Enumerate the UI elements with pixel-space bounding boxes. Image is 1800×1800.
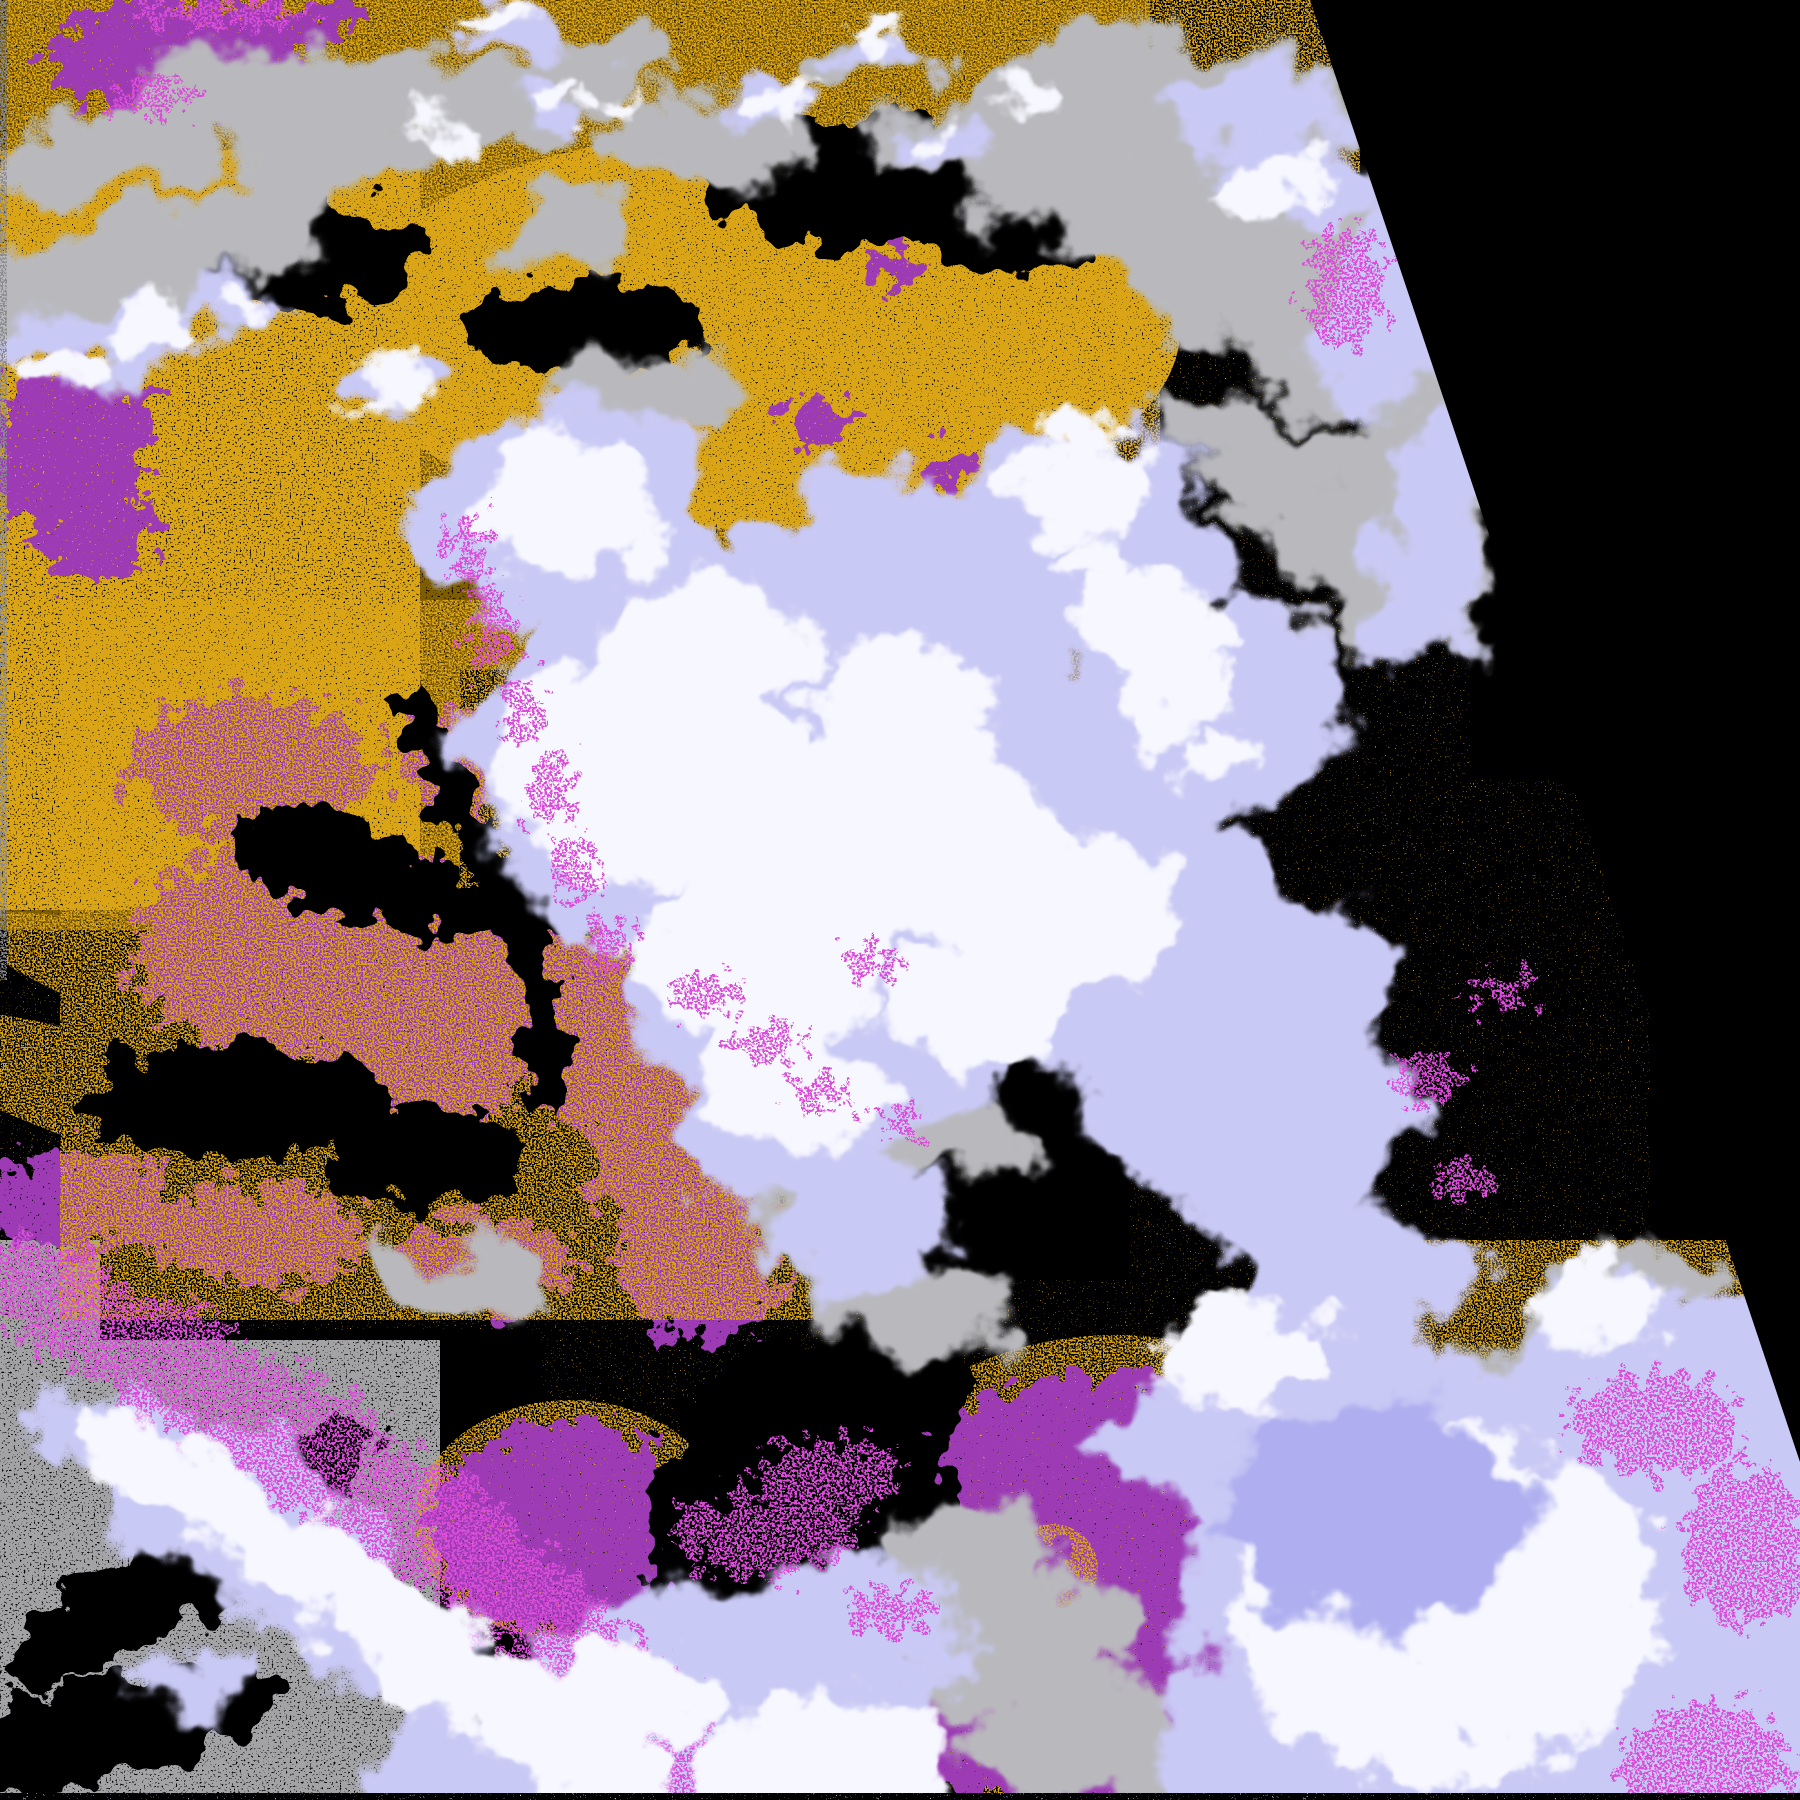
gray-cloud	[493, 196, 637, 268]
cloud-tongue	[770, 1170, 950, 1290]
magenta-strip	[130, 0, 320, 26]
black-patch	[470, 280, 710, 380]
magenta-speck	[876, 1107, 928, 1137]
cumulus	[598, 85, 646, 115]
swirl-inner-layer	[1230, 1400, 1530, 1630]
cumulus	[1113, 669, 1217, 741]
fringe-speck	[472, 585, 512, 665]
gray-streak	[211, 36, 449, 154]
gray-arc	[1148, 389, 1396, 515]
magenta-mottle	[1620, 1703, 1790, 1800]
cumulus	[1179, 733, 1271, 797]
cumulus	[988, 80, 1036, 110]
gulf-fleck	[1095, 1410, 1225, 1490]
magenta-mottle	[1683, 1463, 1800, 1627]
bottom-noise-layer	[0, 1793, 1800, 1800]
cumulus	[214, 284, 270, 320]
magenta-speck	[110, 75, 190, 115]
edge-noise-column	[0, 0, 7, 980]
cumulus	[1203, 153, 1327, 217]
cumulus	[740, 77, 804, 113]
fringe-speck	[588, 909, 628, 981]
cumulus	[1528, 1263, 1672, 1347]
land-fleck	[150, 1655, 250, 1705]
black-patch	[78, 1046, 398, 1158]
cloud-core	[590, 573, 820, 717]
fringe-speck	[448, 514, 488, 582]
cumulus	[845, 29, 909, 61]
cumulus	[423, 120, 471, 150]
periwinkle-core	[1153, 67, 1337, 163]
magenta-streak	[758, 1439, 902, 1511]
purple-speck	[782, 398, 862, 446]
no-data-wedge	[1310, 0, 1800, 1462]
magenta-speck	[850, 1586, 930, 1634]
cumulus	[534, 77, 590, 113]
cloud-core	[1083, 575, 1227, 675]
magenta-sprinkle-layer	[448, 225, 1530, 1634]
black-patch	[227, 811, 477, 933]
magenta-mottle	[1570, 1373, 1740, 1477]
cumulus	[356, 360, 428, 404]
purple-speck	[862, 244, 922, 280]
fringe-speck	[528, 750, 568, 830]
magenta-speck	[790, 1074, 854, 1110]
bottom-noise-dashes	[0, 1793, 1800, 1800]
fringe-speck	[558, 832, 598, 908]
magenta-speck	[673, 974, 737, 1010]
river-channel	[385, 680, 567, 1115]
cumulus	[1163, 1303, 1347, 1407]
cumulus	[110, 308, 190, 356]
cloud-core	[533, 1653, 717, 1757]
magenta-speck	[1394, 1058, 1466, 1102]
fringe-speck	[502, 669, 538, 741]
swirl-inner	[1230, 1400, 1530, 1630]
cloud-core	[1003, 429, 1167, 541]
cloud-core	[477, 433, 667, 577]
black-patch	[325, 1107, 525, 1203]
magenta-streak	[670, 1493, 860, 1577]
cumulus	[909, 139, 965, 171]
purple-patch	[37, 482, 153, 578]
magenta-speck	[1430, 1160, 1490, 1200]
cloud-core	[700, 1030, 880, 1150]
left-edge-noise	[0, 0, 7, 980]
cumulus	[30, 337, 94, 377]
edge-magenta-mottle	[1305, 225, 1385, 345]
magenta-speck	[726, 1022, 798, 1062]
cloud-core	[895, 945, 1075, 1065]
gray-streak	[3, 44, 307, 206]
cloud-core	[700, 1693, 950, 1800]
cumulus	[466, 14, 538, 46]
magenta-speck	[1470, 972, 1530, 1008]
cloud-core	[813, 643, 997, 767]
cumulus	[1050, 542, 1130, 598]
magenta-speck	[846, 947, 898, 977]
white-band	[442, 1651, 688, 1800]
gray-cloud	[376, 1227, 544, 1333]
